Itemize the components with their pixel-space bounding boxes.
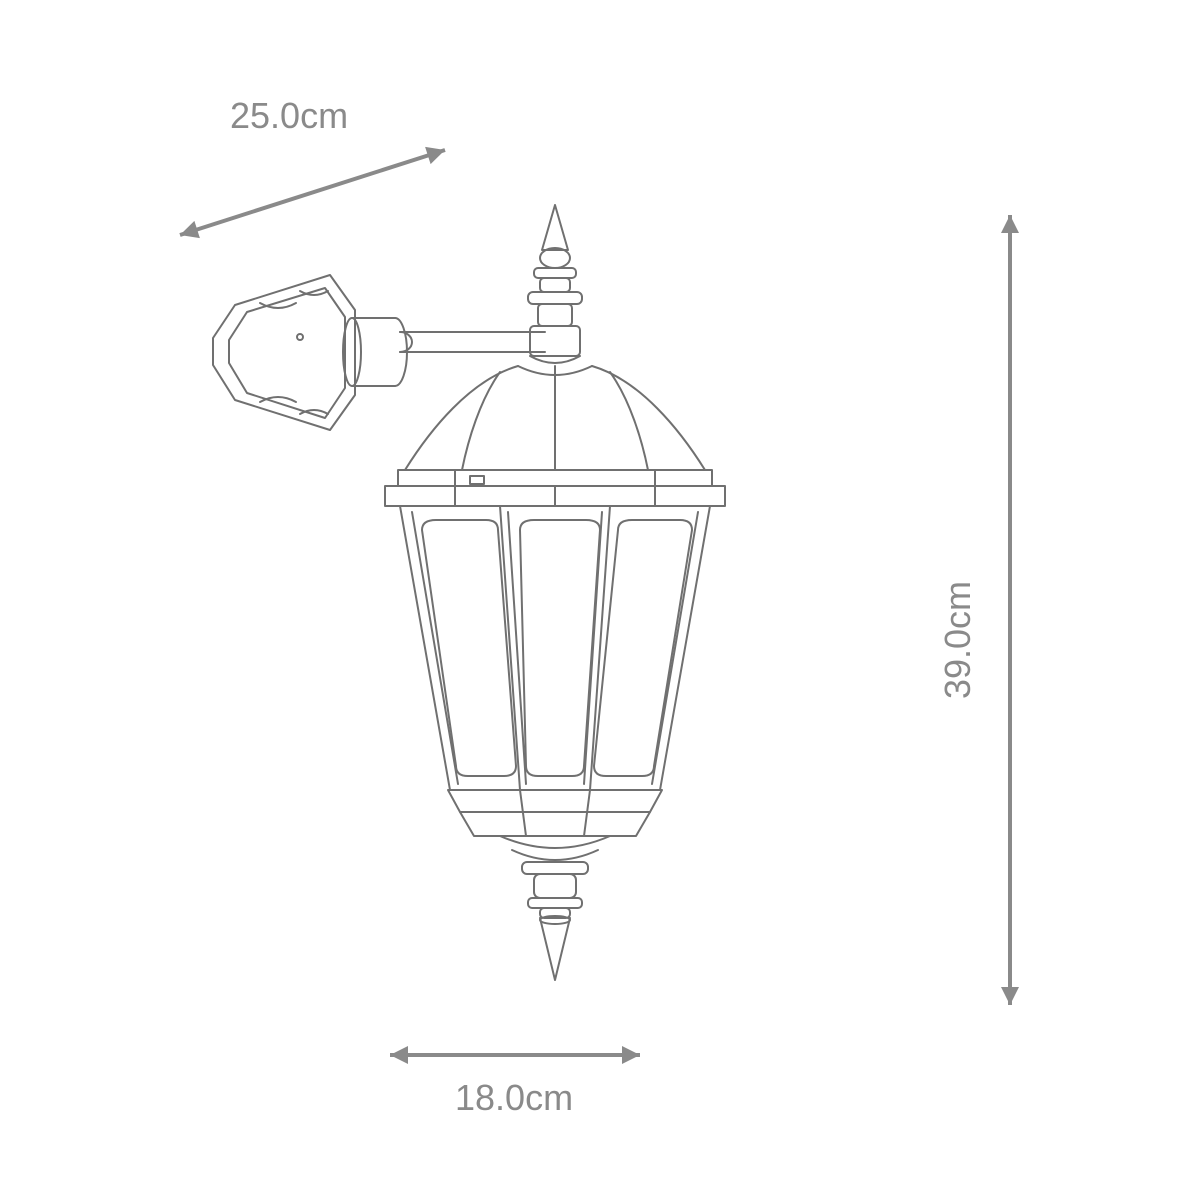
lantern-dimension-diagram: 25.0cm 39.0cm 18.0cm	[0, 0, 1200, 1200]
dimension-label: 25.0cm	[230, 95, 348, 136]
dimension-depth: 25.0cm	[180, 95, 445, 238]
dimension-width: 18.0cm	[390, 1046, 640, 1118]
lantern-drawing	[213, 205, 725, 980]
dimension-label: 39.0cm	[937, 581, 978, 699]
dimension-label: 18.0cm	[455, 1077, 573, 1118]
dimension-height: 39.0cm	[937, 215, 1019, 1005]
